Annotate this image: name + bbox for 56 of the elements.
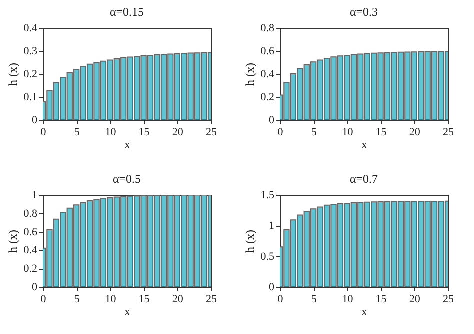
y-axis-title: h (x)	[6, 230, 20, 253]
x-tick-label: 5	[74, 126, 80, 138]
y-tick-label: 0	[32, 114, 38, 126]
x-axis-title: x	[124, 138, 130, 152]
x-tick-label: 0	[40, 126, 47, 138]
x-tick-label: 10	[105, 294, 117, 306]
y-tick-label: 1.5	[260, 190, 275, 202]
x-axis-title: x	[362, 304, 368, 318]
chart-title: α=0.5	[112, 172, 142, 186]
y-axis-title: h (x)	[6, 63, 20, 86]
x-tick-label: 0	[278, 294, 284, 306]
x-tick-label: 25	[443, 126, 454, 138]
chart-title: α=0.3	[350, 5, 378, 19]
y-tick-label: 0.6	[24, 226, 38, 238]
y-tick-label: 0	[32, 282, 38, 294]
y-tick-label: 1	[269, 220, 274, 232]
y-tick-label: 0.2	[24, 68, 38, 80]
y-tick-label: 0.2	[24, 263, 38, 276]
x-tick-label: 20	[409, 294, 421, 306]
x-tick-label: 25	[206, 294, 218, 306]
x-tick-label: 20	[409, 126, 421, 138]
x-tick-label: 5	[311, 126, 318, 138]
x-tick-label: 5	[311, 294, 318, 306]
x-axis-title: x	[124, 304, 130, 318]
y-tick-label: 0.3	[24, 46, 38, 58]
x-tick-label: 25	[206, 126, 218, 138]
x-tick-label: 15	[376, 126, 388, 138]
y-tick-label: 0.8	[260, 22, 275, 34]
y-tick-label: 0.4	[24, 22, 38, 34]
y-tick-label: 0.4	[260, 68, 275, 80]
y-axis-title: h (x)	[242, 63, 257, 86]
x-tick-label: 25	[443, 294, 454, 306]
x-tick-label: 10	[342, 126, 354, 138]
chart-title: α=0.7	[350, 172, 378, 186]
y-tick-label: 0.8	[24, 208, 38, 220]
y-tick-label: 0.2	[260, 92, 274, 104]
y-tick-label: 0.6	[260, 46, 275, 58]
y-tick-label: 1	[32, 190, 38, 202]
x-tick-label: 20	[172, 126, 184, 138]
x-tick-label: 15	[138, 294, 150, 306]
x-tick-label: 15	[376, 294, 388, 306]
chart-title: α=0.15	[110, 5, 144, 19]
y-axis-title: h (x)	[242, 230, 257, 253]
x-tick-label: 20	[172, 294, 184, 306]
x-tick-label: 0	[40, 294, 47, 306]
x-tick-label: 15	[138, 126, 150, 138]
y-tick-label: 0.4	[24, 244, 38, 257]
y-tick-label: 0.5	[260, 250, 275, 263]
x-tick-label: 5	[74, 294, 80, 306]
x-tick-label: 10	[105, 126, 117, 138]
x-axis-title: x	[362, 138, 368, 152]
x-tick-label: 0	[278, 126, 284, 138]
x-tick-label: 10	[342, 294, 354, 306]
y-tick-label: 0	[269, 114, 275, 126]
y-tick-label: 0	[269, 282, 275, 294]
y-tick-label: 0.1	[24, 92, 38, 104]
